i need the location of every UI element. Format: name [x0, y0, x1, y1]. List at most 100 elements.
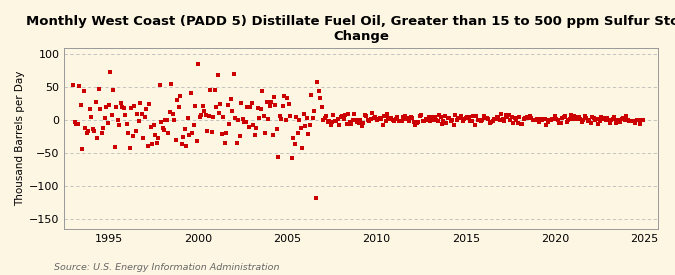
- Point: [115, 101, 126, 105]
- Point: [70, 120, 80, 124]
- Point: [510, 116, 520, 120]
- Point: [297, 146, 308, 150]
- Point: [273, 155, 284, 160]
- Point: [627, 119, 638, 123]
- Point: [517, 122, 528, 127]
- Point: [135, 100, 146, 105]
- Point: [328, 112, 339, 117]
- Point: [92, 136, 103, 141]
- Point: [312, 80, 323, 84]
- Point: [444, 116, 455, 120]
- Point: [566, 113, 576, 117]
- Point: [413, 119, 424, 124]
- Point: [396, 119, 407, 123]
- Point: [105, 70, 116, 74]
- Point: [609, 115, 620, 120]
- Point: [371, 118, 382, 122]
- Point: [429, 115, 440, 120]
- Point: [512, 121, 523, 125]
- Point: [187, 131, 198, 135]
- Point: [480, 116, 491, 120]
- Point: [205, 88, 215, 92]
- Point: [394, 119, 404, 123]
- Point: [172, 98, 183, 102]
- Point: [511, 118, 522, 122]
- Point: [426, 115, 437, 119]
- Point: [99, 116, 110, 121]
- Point: [248, 123, 259, 127]
- Point: [410, 122, 421, 127]
- Point: [549, 114, 560, 119]
- Point: [572, 115, 583, 119]
- Point: [506, 115, 517, 120]
- Point: [78, 89, 89, 94]
- Point: [628, 119, 639, 123]
- Point: [446, 119, 456, 124]
- Point: [259, 114, 269, 118]
- Point: [547, 117, 558, 121]
- Point: [364, 119, 375, 123]
- Point: [338, 116, 349, 121]
- Point: [286, 156, 297, 160]
- Point: [93, 87, 104, 92]
- Point: [150, 133, 161, 137]
- Point: [553, 118, 564, 123]
- Point: [417, 119, 428, 123]
- Point: [275, 113, 286, 118]
- Point: [407, 116, 418, 120]
- Point: [620, 118, 630, 122]
- Point: [130, 128, 141, 133]
- Point: [215, 102, 226, 106]
- Point: [578, 118, 589, 122]
- Point: [350, 117, 361, 122]
- Point: [103, 103, 114, 108]
- Point: [487, 118, 498, 123]
- Point: [165, 109, 176, 114]
- Point: [281, 117, 292, 122]
- Point: [377, 123, 388, 127]
- Point: [404, 119, 414, 124]
- Point: [568, 117, 578, 122]
- Point: [232, 141, 242, 145]
- Point: [422, 117, 433, 122]
- Point: [610, 120, 621, 125]
- Point: [242, 105, 252, 110]
- Point: [448, 123, 459, 127]
- Point: [72, 122, 83, 126]
- Point: [597, 116, 608, 120]
- Point: [460, 116, 471, 120]
- Point: [348, 118, 358, 123]
- Point: [113, 118, 124, 123]
- Point: [538, 117, 549, 121]
- Point: [408, 119, 419, 124]
- Point: [583, 119, 593, 123]
- Point: [141, 107, 152, 111]
- Point: [86, 115, 97, 120]
- Point: [316, 104, 327, 109]
- Point: [117, 105, 128, 110]
- Point: [188, 123, 199, 127]
- Point: [200, 112, 211, 117]
- Point: [134, 119, 144, 123]
- Point: [343, 112, 354, 116]
- Point: [224, 122, 235, 126]
- Point: [233, 118, 244, 122]
- Point: [558, 115, 569, 120]
- Point: [524, 114, 535, 118]
- Point: [166, 82, 177, 86]
- Point: [355, 118, 366, 122]
- Point: [612, 118, 623, 122]
- Point: [358, 121, 369, 126]
- Point: [630, 120, 641, 125]
- Point: [98, 126, 109, 130]
- Point: [518, 117, 529, 121]
- Point: [485, 120, 496, 124]
- Point: [601, 116, 612, 120]
- Point: [315, 96, 325, 100]
- Point: [636, 118, 647, 122]
- Point: [260, 131, 271, 135]
- Point: [398, 115, 409, 119]
- Point: [95, 107, 105, 112]
- Point: [441, 121, 452, 125]
- Point: [191, 139, 202, 143]
